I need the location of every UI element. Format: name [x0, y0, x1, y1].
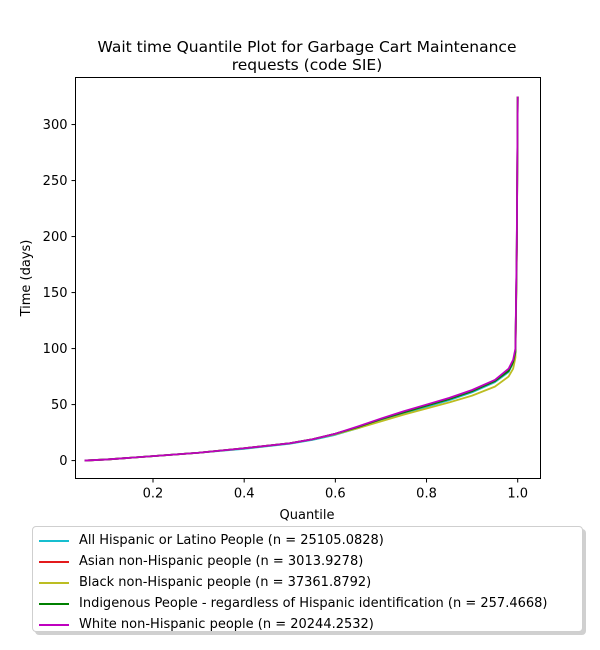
legend-item: White non-Hispanic people (n = 20244.253…	[33, 614, 582, 635]
series-line-4	[84, 96, 519, 462]
legend-swatch-1	[39, 560, 69, 563]
y-tick-label: 100	[43, 342, 68, 357]
y-axis-ticks: 0 50 100 150 200 250 300	[43, 118, 76, 469]
legend-label: Indigenous People - regardless of Hispan…	[79, 596, 548, 611]
legend-item: Asian non-Hispanic people (n = 3013.9278…	[33, 551, 582, 572]
y-tick-label: 50	[51, 398, 68, 413]
chart-title-line-1: Wait time Quantile Plot for Garbage Cart…	[97, 38, 516, 56]
x-tick-label: 0.8	[416, 487, 437, 502]
legend-swatch-3	[39, 602, 69, 605]
legend-item: All Hispanic or Latino People (n = 25105…	[33, 530, 582, 551]
series-line-3	[84, 96, 519, 462]
x-tick-label: 0.2	[143, 487, 164, 502]
legend-label: Black non-Hispanic people (n = 37361.879…	[79, 575, 372, 590]
legend-label: Asian non-Hispanic people (n = 3013.9278…	[79, 554, 364, 569]
y-tick-label: 200	[43, 230, 68, 245]
legend-label: White non-Hispanic people (n = 20244.253…	[79, 617, 374, 632]
y-axis-label: Time (days)	[19, 240, 34, 318]
legend-item: Black non-Hispanic people (n = 37361.879…	[33, 572, 582, 593]
series-layer	[84, 96, 519, 462]
legend-label: All Hispanic or Latino People (n = 25105…	[79, 533, 384, 548]
x-tick-label: 0.4	[234, 487, 255, 502]
legend: All Hispanic or Latino People (n = 25105…	[32, 526, 583, 632]
legend-item: Indigenous People - regardless of Hispan…	[33, 593, 582, 614]
x-axis-label: Quantile	[280, 508, 335, 523]
plot-area-frame	[75, 77, 541, 479]
series-line-2	[84, 96, 519, 462]
y-tick-label: 0	[59, 454, 67, 469]
y-tick-label: 300	[43, 118, 68, 133]
legend-swatch-2	[39, 581, 69, 584]
x-tick-label: 0.6	[325, 487, 346, 502]
x-axis-ticks: 0.2 0.4 0.6 0.8 1.0	[143, 478, 528, 502]
x-tick-label: 1.0	[507, 487, 528, 502]
legend-swatch-0	[39, 539, 69, 542]
series-line-0	[84, 96, 519, 462]
chart-title-line-2: requests (code SIE)	[232, 56, 383, 74]
series-line-1	[84, 96, 519, 462]
legend-swatch-4	[39, 623, 69, 626]
y-tick-label: 250	[43, 174, 68, 189]
y-tick-label: 150	[43, 286, 68, 301]
